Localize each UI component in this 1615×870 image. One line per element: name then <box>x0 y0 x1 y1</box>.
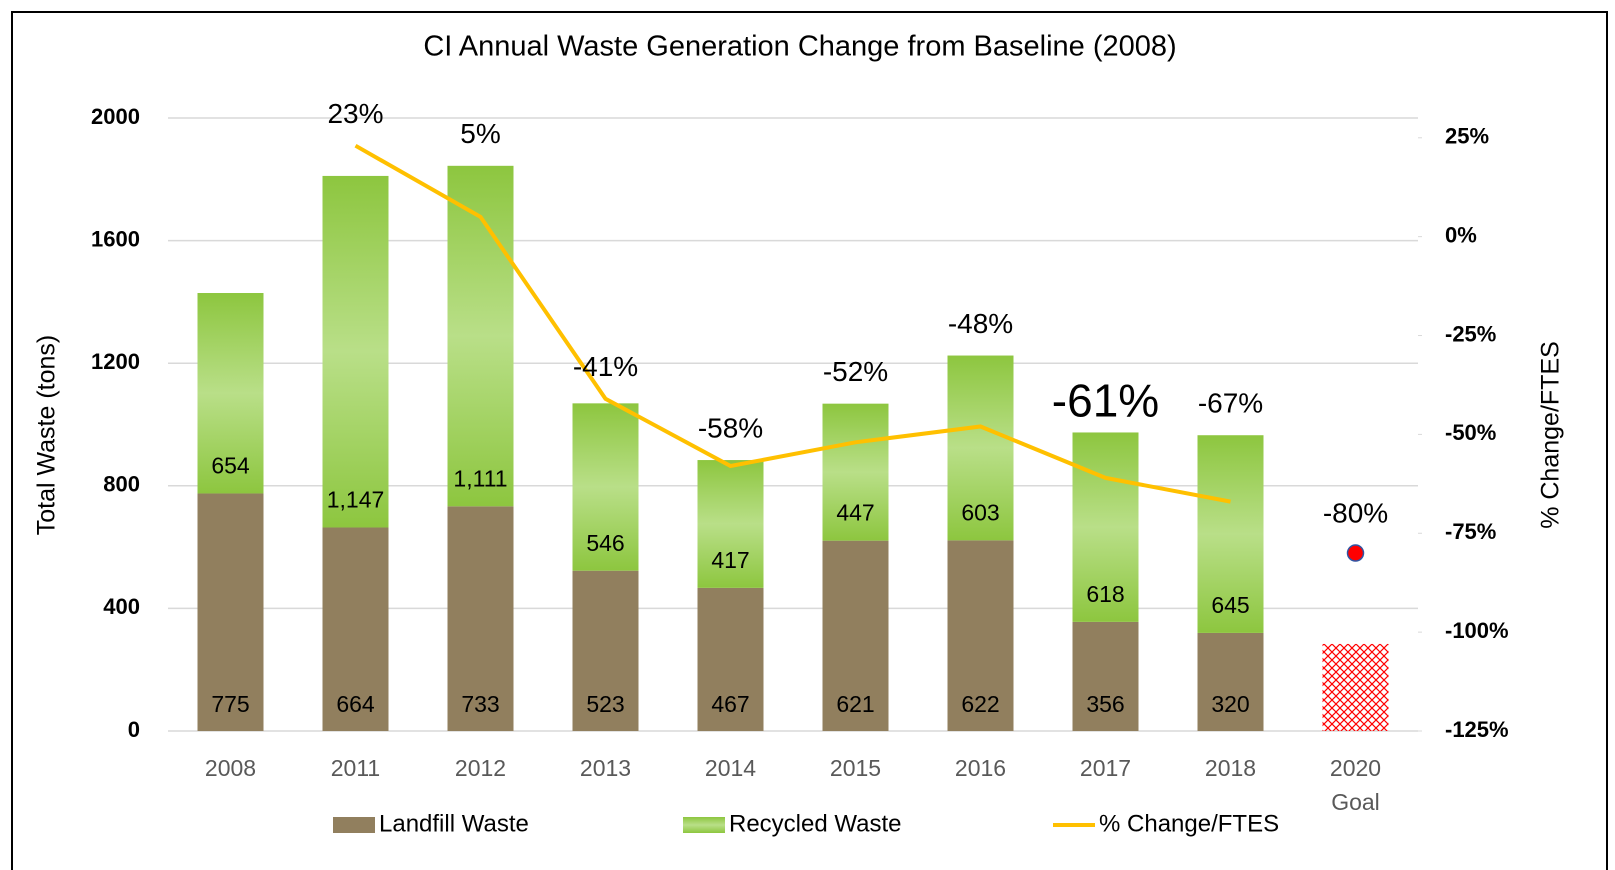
data-label: 664 <box>336 691 375 717</box>
line-label: 23% <box>327 98 383 129</box>
y2-tick-label: -125% <box>1445 717 1509 742</box>
data-label: 447 <box>836 500 874 526</box>
bar-segment <box>447 165 514 507</box>
data-label: 775 <box>211 691 249 717</box>
data-label: 645 <box>1211 592 1249 618</box>
data-label: 356 <box>1086 691 1124 717</box>
chart-title: CI Annual Waste Generation Change from B… <box>423 31 1176 63</box>
y2-tick-label: 25% <box>1445 124 1489 149</box>
line-label: -48% <box>948 308 1013 339</box>
legend-swatch <box>333 817 375 833</box>
line-label: -41% <box>573 351 638 382</box>
bar-segment <box>572 570 639 731</box>
line-label: 5% <box>460 118 500 149</box>
data-label: 417 <box>711 547 749 573</box>
y-axis-label: Total Waste (tons) <box>33 335 61 536</box>
y-tick-label: 1200 <box>91 349 140 374</box>
y2-tick-label: -50% <box>1445 420 1496 445</box>
y2-tick-label: -25% <box>1445 321 1496 346</box>
legend-label: % Change/FTES <box>1099 810 1279 837</box>
data-label: 1,111 <box>453 465 507 491</box>
line-series <box>354 143 1231 504</box>
x-tick-label: 2014 <box>704 755 757 781</box>
legend-label: Recycled Waste <box>729 810 902 837</box>
line-label: -67% <box>1198 388 1263 419</box>
data-label: 467 <box>711 691 749 717</box>
data-label: 654 <box>211 453 250 479</box>
data-label: 621 <box>836 691 874 717</box>
bar-segment <box>697 460 764 588</box>
data-label: 603 <box>961 499 999 525</box>
bar-segment <box>697 587 764 731</box>
legend-label: Landfill Waste <box>379 810 529 837</box>
x-tick-label: 2020 Goal <box>1329 755 1382 815</box>
bar-segment <box>1197 632 1264 731</box>
data-label: 622 <box>961 691 999 717</box>
x-tick-label: 2016 <box>954 755 1007 781</box>
line-label: -52% <box>823 356 888 387</box>
y2-tick-label: -100% <box>1445 618 1509 643</box>
goal-label: -80% <box>1323 497 1388 528</box>
goal-bar <box>1322 643 1389 731</box>
bar-segment <box>822 540 889 731</box>
y2-tick-label: 0% <box>1445 222 1477 247</box>
bar-segment <box>1072 621 1139 731</box>
bar-segment <box>197 493 264 731</box>
legend-swatch <box>683 817 725 833</box>
x-tick-label: 2008 <box>204 755 257 781</box>
bar-segment <box>1197 435 1264 633</box>
chart-border <box>11 11 1608 870</box>
bar-segment <box>947 540 1014 731</box>
y-tick-label: 400 <box>103 594 140 619</box>
goal-point <box>1346 544 1365 562</box>
y2-tick-label: -75% <box>1445 519 1496 544</box>
data-label: 618 <box>1086 581 1124 607</box>
line-label: -61% <box>1052 375 1159 427</box>
bar-segment <box>322 175 389 528</box>
y-tick-label: 2000 <box>91 104 140 129</box>
data-label: 523 <box>586 691 624 717</box>
x-tick-label: 2013 <box>579 755 632 781</box>
bar-segment <box>572 403 639 571</box>
bar-segment <box>947 355 1014 541</box>
x-tick-label: 2015 <box>829 755 882 781</box>
bar-segment <box>822 403 889 541</box>
data-label: 733 <box>461 691 499 717</box>
bar-segment <box>1072 432 1139 622</box>
data-label: 546 <box>586 530 624 556</box>
y-tick-label: 0 <box>128 717 140 742</box>
x-tick-label: 2011 <box>330 755 381 781</box>
data-label: 320 <box>1211 691 1249 717</box>
y-tick-label: 1600 <box>91 226 140 251</box>
bar-segment <box>322 527 389 731</box>
bar-segment <box>447 506 514 731</box>
bar-segment <box>197 293 264 494</box>
y2-axis-label: % Change/FTES <box>1537 341 1565 529</box>
y-tick-label: 800 <box>103 472 140 497</box>
data-label: 1,147 <box>327 487 385 513</box>
x-tick-label: 2012 <box>454 755 507 781</box>
x-tick-label: 2018 <box>1204 755 1257 781</box>
line-label: -58% <box>698 412 763 443</box>
x-tick-label: 2017 <box>1079 755 1132 781</box>
